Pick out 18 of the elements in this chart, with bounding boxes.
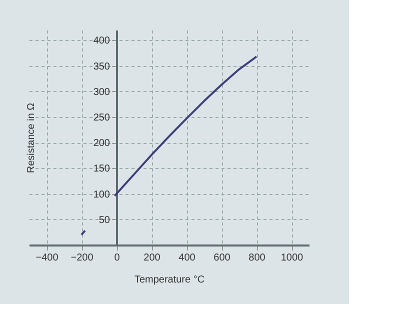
y-tick-label: 150 — [93, 164, 110, 175]
y-tick-label: 350 — [93, 61, 110, 72]
x-tick-label: 0 — [114, 252, 120, 264]
x-tick-label: −400 — [36, 252, 59, 264]
x-tick-label: 200 — [144, 252, 161, 264]
x-tick-label: −200 — [70, 252, 94, 264]
x-axis-title: Temperature °C — [134, 274, 205, 286]
y-axis-title: Resistance in Ω — [26, 102, 37, 174]
y-tick-label: 100 — [93, 189, 110, 200]
x-tick-label: 800 — [248, 252, 266, 264]
x-tick-label: 600 — [214, 252, 231, 264]
y-tick-label: 300 — [93, 86, 110, 98]
x-tick-label: 1000 — [280, 252, 304, 264]
y-tick-label: 50 — [98, 214, 110, 226]
x-tick-label: 400 — [178, 252, 196, 264]
y-tick-label: 250 — [93, 112, 110, 124]
y-tick-label: 200 — [93, 138, 110, 150]
y-tick-label: 400 — [93, 36, 110, 47]
